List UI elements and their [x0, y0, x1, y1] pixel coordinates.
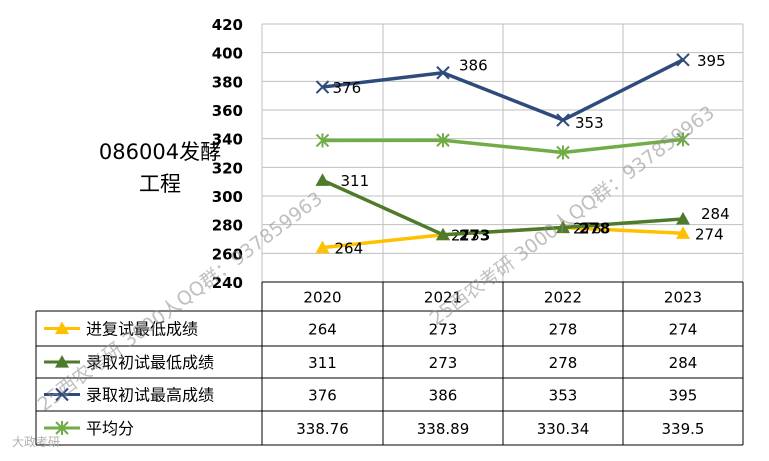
y-tick-label: 340 — [212, 131, 243, 149]
marker-x-stroke — [55, 387, 69, 402]
data-label: 311 — [341, 172, 370, 190]
data-label: 395 — [697, 52, 726, 70]
marker-x-stroke — [556, 113, 570, 127]
data-point — [556, 145, 570, 160]
marker-x-stroke — [436, 66, 450, 80]
table-cell: 311 — [308, 354, 337, 372]
data-label: 273 — [459, 227, 490, 245]
data-point — [676, 132, 690, 147]
data-point — [676, 226, 690, 239]
legend-label: 平均分 — [86, 419, 134, 438]
grid-layer — [261, 23, 744, 282]
legend-key-marker — [55, 321, 69, 335]
legend-label: 进复试最低成绩 — [86, 320, 198, 339]
table-cell: 395 — [669, 387, 698, 405]
data-point — [315, 240, 330, 254]
series-3: 376 386 353 395 — [315, 52, 726, 132]
data-label: 284 — [701, 205, 730, 223]
y-tick-label: 240 — [212, 274, 243, 292]
data-table: 2020 2021 2022 2023 进复试最低成绩 264 273 278 274 录取初试最… — [35, 281, 744, 446]
table-cell: 273 — [429, 321, 458, 339]
data-label: 376 — [333, 79, 362, 97]
table-cell: 339.5 — [662, 420, 705, 438]
table-cell: 273 — [429, 354, 458, 372]
y-tick-label: 320 — [212, 159, 243, 177]
watermark-logo: 大政考研 — [12, 435, 60, 449]
x-tick-label: 2022 — [544, 289, 582, 307]
table-cell: 386 — [429, 387, 458, 405]
y-tick-label: 380 — [212, 73, 243, 91]
table-cell: 353 — [549, 387, 578, 405]
table-cell: 330.34 — [537, 420, 590, 438]
table-cell: 338.89 — [417, 420, 470, 438]
data-point — [436, 66, 450, 80]
series-4 — [315, 132, 690, 160]
legend-entry: 录取初试最高成绩 — [44, 386, 214, 405]
table-cell: 274 — [669, 321, 698, 339]
legend-entry: 平均分 — [44, 419, 134, 438]
data-point — [436, 227, 450, 241]
data-label: 386 — [459, 57, 488, 75]
y-tick-label: 300 — [212, 188, 243, 206]
y-tick-label: 420 — [212, 16, 243, 34]
data-point — [436, 133, 450, 148]
chart-title-line-1: 086004发酵 — [99, 140, 221, 164]
series-line — [322, 137, 684, 155]
data-point — [556, 220, 570, 234]
legend-key-marker — [55, 421, 69, 435]
y-tick-label: 260 — [212, 245, 243, 263]
data-label: 274 — [695, 225, 724, 243]
data-label: 264 — [335, 240, 364, 258]
data-point — [315, 133, 330, 148]
y-axis: 240 260 280 300 320 340 360 380 400 420 — [212, 16, 243, 292]
y-tick-label: 280 — [212, 217, 243, 235]
legend-entry: 进复试最低成绩 — [44, 320, 198, 339]
series-line — [322, 58, 684, 122]
legend-label: 录取初试最高成绩 — [86, 386, 214, 405]
legend-key-marker — [55, 387, 69, 402]
table-cell: 278 — [549, 321, 578, 339]
table-cell: 338.76 — [296, 420, 349, 438]
data-point — [556, 113, 570, 127]
y-tick-label: 400 — [212, 45, 243, 63]
table-cell: 264 — [308, 321, 337, 339]
x-tick-label: 2020 — [303, 289, 341, 307]
series-2: 311 273 278 284 — [315, 172, 730, 245]
data-point — [676, 211, 690, 225]
marker-x-stroke — [315, 80, 330, 94]
chart-title-line-2: 工程 — [139, 172, 181, 196]
table-cell: 278 — [549, 354, 578, 372]
data-label: 278 — [579, 220, 610, 238]
legend-label: 录取初试最低成绩 — [86, 353, 214, 372]
legend-entry: 录取初试最低成绩 — [44, 353, 214, 372]
x-tick-label: 2021 — [424, 289, 462, 307]
series-line — [321, 178, 684, 237]
y-tick-label: 360 — [212, 102, 243, 120]
data-label: 353 — [575, 114, 604, 132]
table-cell: 376 — [308, 387, 337, 405]
marker-x-stroke — [676, 53, 690, 67]
legend-key-marker — [55, 355, 69, 368]
table-cell: 284 — [669, 354, 698, 372]
data-point — [676, 53, 690, 67]
data-point — [315, 173, 330, 186]
data-point — [315, 80, 330, 94]
x-tick-label: 2023 — [664, 289, 702, 307]
